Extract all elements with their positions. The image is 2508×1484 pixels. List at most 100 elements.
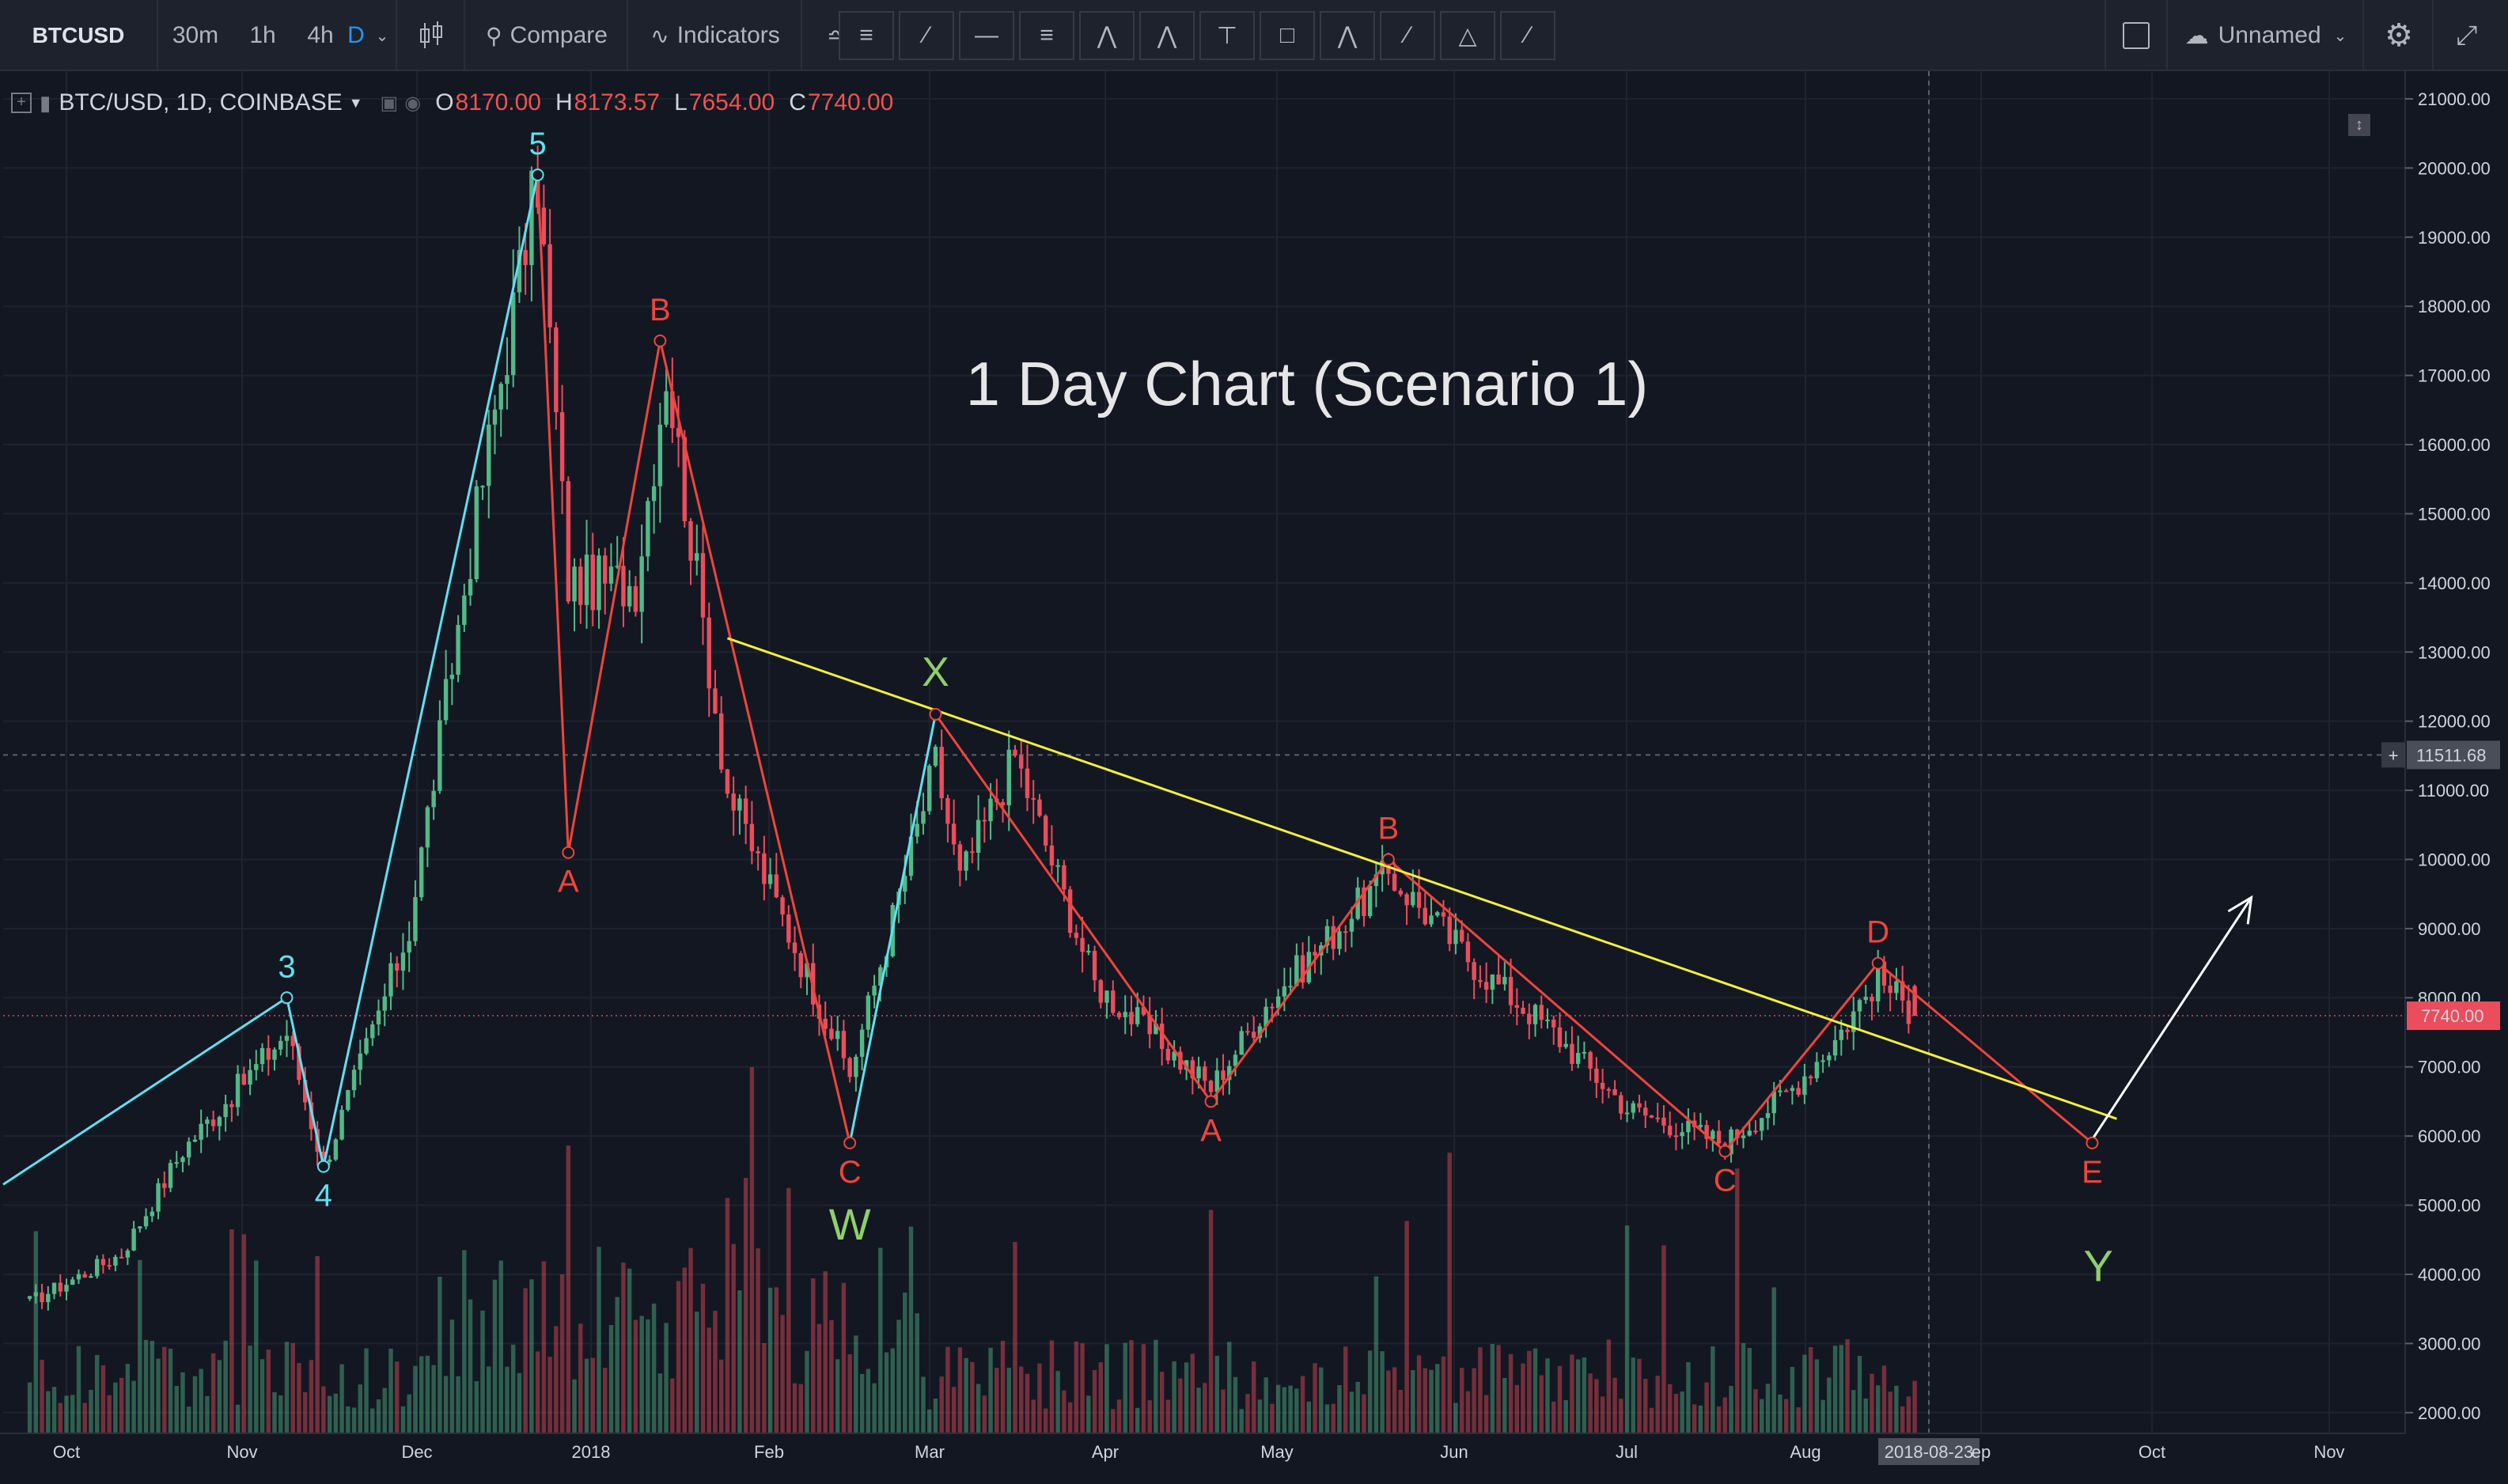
candle-body [1851, 1011, 1856, 1032]
volume-bar [376, 1399, 381, 1433]
symbol-search-button[interactable]: BTCUSD [0, 0, 158, 71]
candle-body [125, 1250, 131, 1258]
scale-options-icon[interactable]: ↕ [2348, 114, 2370, 136]
volume-bar [1741, 1342, 1746, 1433]
volume-bar [792, 1383, 797, 1433]
volume-bar [523, 1288, 528, 1433]
volume-bar [957, 1347, 963, 1433]
square-icon [2123, 22, 2150, 49]
wave-label: X [922, 649, 949, 695]
volume-bar [676, 1281, 681, 1433]
volume-bar [438, 1277, 442, 1433]
pattern-15-icon[interactable]: ⋀ [1079, 11, 1135, 60]
candle-body [878, 967, 883, 986]
triangle-icon[interactable]: △ [1440, 11, 1495, 60]
candle-body [584, 555, 589, 605]
volume-bar [1563, 1399, 1568, 1433]
expand-legend-icon[interactable]: + [11, 93, 32, 113]
candle-body [192, 1139, 198, 1142]
path-icon[interactable]: ∕ [1500, 11, 1555, 60]
candle-body [829, 1028, 834, 1039]
rectangle-icon[interactable]: □ [1260, 11, 1315, 60]
candle-body [395, 963, 400, 971]
candle-body [1612, 1088, 1617, 1096]
candle-body [266, 1047, 271, 1060]
series-title[interactable]: BTC/USD, 1D, COINBASE [59, 89, 343, 115]
volume-bar [1349, 1391, 1354, 1433]
compare-label: Compare [510, 22, 608, 48]
interval-30m-button[interactable]: 30m [168, 0, 223, 71]
candle-body [1208, 1081, 1214, 1092]
crosshair-price-tag [2407, 740, 2500, 770]
candle-body [1129, 1012, 1134, 1024]
last-price-tag [2407, 1001, 2500, 1031]
candle-body [1025, 768, 1030, 798]
candle-body [908, 836, 914, 876]
volume-bar [951, 1387, 957, 1433]
lines-icon[interactable]: ≡ [839, 11, 894, 60]
wave-label: 4 [315, 1179, 332, 1213]
volume-bar [835, 1359, 840, 1433]
candle-body [51, 1282, 57, 1294]
measure-icon[interactable]: ⊤ [1199, 11, 1255, 60]
candle-body [737, 798, 742, 811]
interval-1h-button[interactable]: 1h [231, 0, 294, 71]
trend-line-icon[interactable]: ∕ [899, 11, 954, 60]
volume-bar [395, 1361, 400, 1433]
fullscreen-button[interactable]: ⤢ [2435, 0, 2499, 71]
wave-point [1718, 1145, 1732, 1158]
volume-bar [1490, 1343, 1495, 1433]
pattern-ae-icon[interactable]: ⋀ [1139, 11, 1195, 60]
chevron-down-icon[interactable]: ▼ [348, 94, 363, 111]
candle-body [113, 1256, 118, 1266]
fullscreen-select-button[interactable] [2105, 0, 2168, 71]
interval-dropdown-button[interactable]: ⌄ [369, 0, 397, 71]
volume-bar [633, 1319, 638, 1433]
legend-hide-icon[interactable]: ◉ [404, 92, 422, 114]
wave-point [562, 846, 575, 859]
candle-body [1735, 1129, 1740, 1138]
volume-bar [505, 1366, 510, 1433]
volume-bar [982, 1395, 987, 1433]
candle-body [1814, 1062, 1820, 1079]
volume-bar [1165, 1399, 1171, 1433]
volume-bar [1557, 1365, 1563, 1433]
brush-icon[interactable]: ∕ [1380, 11, 1435, 60]
horizontal-ray-icon[interactable]: — [959, 11, 1014, 60]
volume-bar [1459, 1368, 1464, 1433]
interval-1d-button[interactable]: D [342, 0, 370, 71]
chart-type-button[interactable] [399, 0, 465, 71]
candle-body [835, 1031, 840, 1039]
volume-bar [1294, 1388, 1299, 1433]
interval-4h-button[interactable]: 4h [294, 0, 347, 71]
candle-body [290, 1035, 295, 1047]
volume-bar [1478, 1347, 1483, 1433]
volume-bar [1857, 1356, 1862, 1433]
layout-menu-button[interactable]: ☁ Unnamed ⌄ [2169, 0, 2364, 71]
volume-bar [1624, 1225, 1630, 1433]
legend-settings-icon[interactable]: ▣ [380, 92, 399, 114]
volume-bar [1704, 1382, 1709, 1433]
candle-body [774, 874, 779, 898]
volume-bar [1184, 1362, 1189, 1433]
volume-bar [994, 1368, 999, 1433]
crosshair-plus-bg [2381, 742, 2405, 768]
settings-button[interactable]: ⚙ [2366, 0, 2434, 71]
candle-body [180, 1157, 185, 1163]
candle-body [1570, 1043, 1574, 1064]
volume-bar [425, 1355, 430, 1433]
open-value: 8170.00 [455, 89, 541, 115]
volume-bar [1790, 1367, 1795, 1433]
volume-bar [1129, 1340, 1134, 1433]
volume-bar [1221, 1389, 1226, 1433]
cycle-label: W [829, 1199, 871, 1249]
compare-button[interactable]: ⚲ Compare [467, 0, 628, 71]
indicators-button[interactable]: ∿ Indicators [630, 0, 802, 71]
candle-body [976, 820, 981, 854]
candle-body [1062, 865, 1066, 890]
candle-body [407, 941, 411, 953]
pattern-ac-icon[interactable]: ⋀ [1320, 11, 1375, 60]
fib-icon[interactable]: ≡ [1019, 11, 1074, 60]
candle-body [713, 688, 718, 714]
